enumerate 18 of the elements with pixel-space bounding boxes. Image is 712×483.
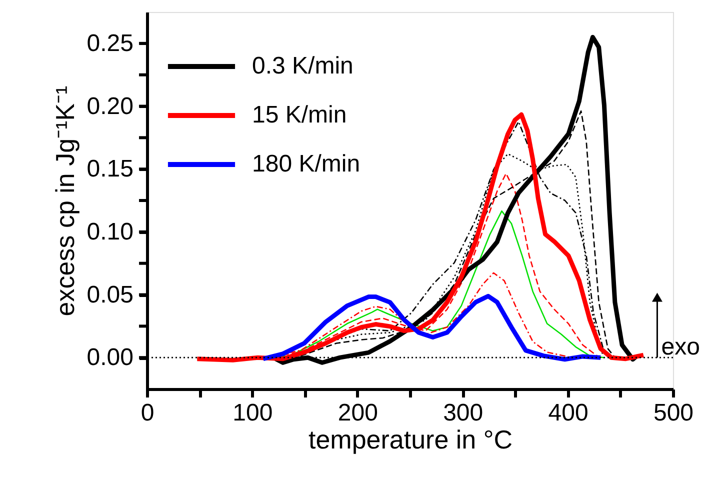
x-tick-label: 200 <box>338 400 378 426</box>
x-tick-label: 0 <box>140 400 154 426</box>
y-tick-label: 0.15 <box>86 156 134 183</box>
x-tick-label: 300 <box>443 400 484 426</box>
legend-label: 0.3 K/min <box>252 52 354 80</box>
y-axis-title: excess cp in Jg⁻¹K⁻¹ <box>50 85 80 316</box>
legend-label: 15 K/min <box>252 102 347 128</box>
x-axis-title: temperature in °C <box>308 424 513 454</box>
annotation: exo <box>661 334 700 361</box>
y-tick-label: 0.10 <box>86 218 134 246</box>
x-tick-label: 400 <box>548 400 588 426</box>
y-tick-label: 0.05 <box>86 281 134 308</box>
x-tick-label: 100 <box>232 400 273 426</box>
y-tick-label: 0.20 <box>86 92 134 120</box>
y-tick-label: 0.00 <box>86 344 134 372</box>
y-tick-label: 0.25 <box>86 30 134 57</box>
x-tick-label: 500 <box>653 400 694 426</box>
legend-label: 180 K/min <box>252 150 360 178</box>
